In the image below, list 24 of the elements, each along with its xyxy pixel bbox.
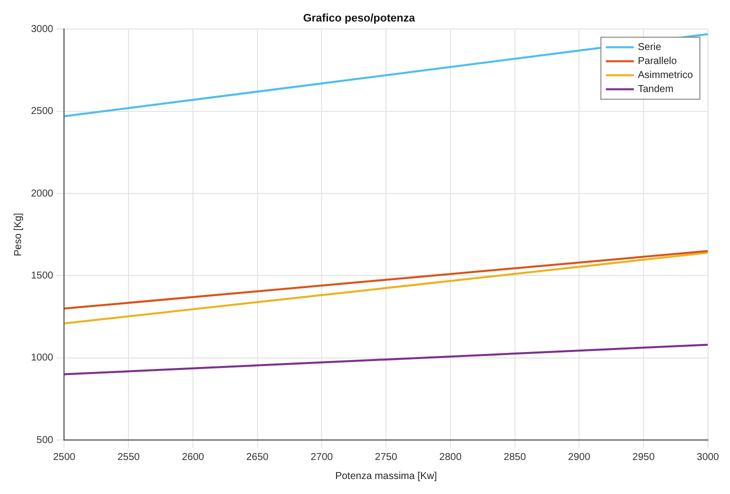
legend-label: Serie [638, 42, 662, 53]
x-tick-label: 2950 [632, 452, 656, 463]
x-tick-label: 2850 [504, 452, 526, 463]
legend-label: Asimmetrico [638, 70, 694, 81]
y-tick-label: 2000 [30, 188, 54, 200]
x-tick-label: 2650 [246, 452, 269, 463]
x-tick-label: 2900 [568, 452, 591, 463]
y-tick-label: 1000 [30, 352, 54, 364]
x-tick-label: 2600 [182, 452, 205, 463]
x-axis-title: Potenza massima [Kw] [335, 470, 438, 482]
y-tick-label: 2500 [30, 106, 54, 118]
y-tick-label: 1500 [30, 270, 54, 282]
y-tick-label: 500 [36, 434, 54, 446]
chart-title: Grafico peso/potenza [303, 12, 416, 25]
x-tick-label: 2700 [310, 452, 334, 463]
x-tick-label: 2500 [53, 452, 76, 463]
legend-label: Parallelo [638, 56, 678, 67]
x-tick-label: 2550 [117, 452, 140, 463]
x-tick-label: 3000 [696, 452, 720, 463]
y-axis-title: Peso [Kg] [12, 212, 24, 256]
y-tick-label: 3000 [30, 24, 54, 35]
legend-label: Tandem [638, 84, 674, 95]
x-tick-label: 2800 [439, 452, 462, 463]
x-tick-label: 2750 [374, 452, 398, 463]
